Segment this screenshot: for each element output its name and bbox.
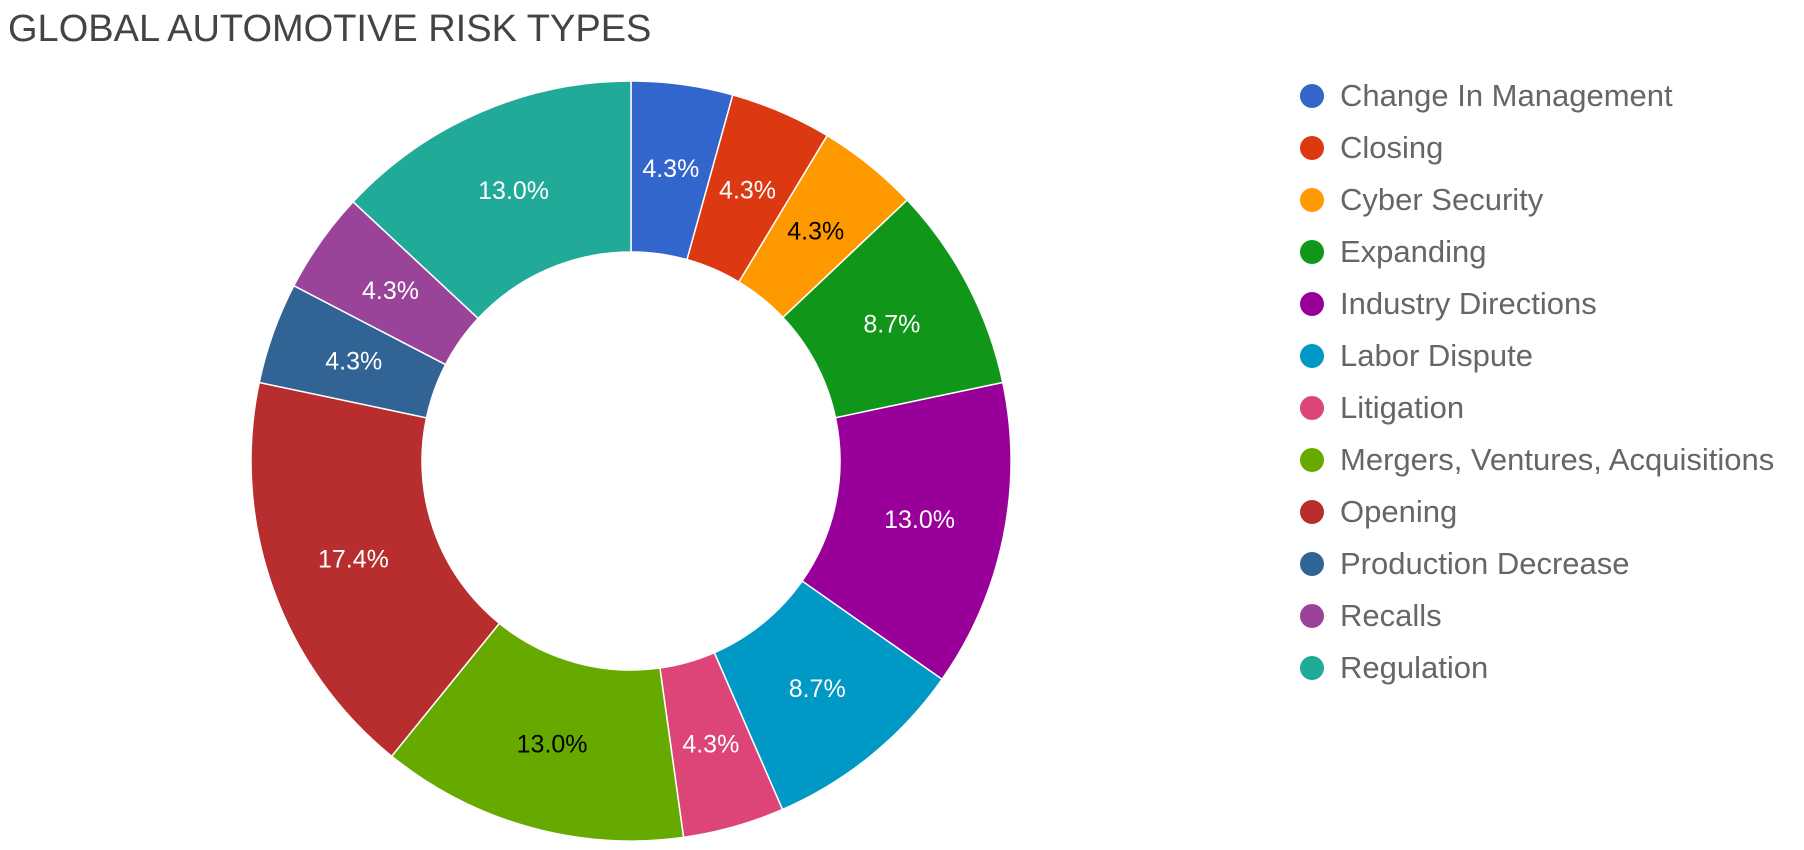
chart-title: GLOBAL AUTOMOTIVE RISK TYPES [8,8,652,50]
legend-label: Industry Directions [1340,286,1597,321]
slice-percent-label: 4.3% [719,177,776,205]
donut-slice-mergers-ventures-acquisitions[interactable] [390,622,685,842]
legend-item[interactable]: Industry Directions [1300,278,1774,330]
legend-swatch [1300,344,1324,368]
legend-label: Mergers, Ventures, Acquisitions [1340,442,1775,477]
legend-swatch [1300,240,1324,264]
legend-item[interactable]: Change In Management [1300,70,1774,122]
legend-swatch [1300,136,1324,160]
legend-item[interactable]: Cyber Security [1300,174,1774,226]
legend-item[interactable]: Litigation [1300,382,1774,434]
donut-slice-regulation[interactable] [352,80,632,320]
legend-item[interactable]: Labor Dispute [1300,330,1774,382]
slice-percent-label: 17.4% [318,545,389,573]
donut-slice-labels: 4.3% 4.3% 4.3% 8.7% 13.0% 8.7% 4.3% 13.0% 17.4% 4… [318,155,955,759]
donut-chart: 4.3% 4.3% 4.3% 8.7% 13.0% 8.7% 4.3% 13.0% 17.4% 4… [250,80,1012,842]
legend-label: Opening [1340,494,1458,529]
slice-percent-label: 4.3% [787,218,844,246]
legend-item[interactable]: Recalls [1300,590,1774,642]
slice-percent-label: 8.7% [789,675,846,703]
slice-percent-label: 13.0% [517,731,588,759]
legend-swatch [1300,396,1324,420]
legend-label: Cyber Security [1340,182,1544,217]
legend-item[interactable]: Opening [1300,486,1774,538]
legend-label: Production Decrease [1340,546,1630,581]
donut-slice-opening[interactable] [250,381,501,758]
legend: Change In Management Closing Cyber Securit… [1300,70,1774,694]
legend-swatch [1300,552,1324,576]
slice-percent-label: 4.3% [642,155,699,183]
legend-swatch [1300,500,1324,524]
legend-item[interactable]: Mergers, Ventures, Acquisitions [1300,434,1774,486]
donut-slice-industry-directions[interactable] [801,381,1012,681]
legend-label: Labor Dispute [1340,338,1534,373]
slice-percent-label: 4.3% [682,730,739,758]
legend-label: Change In Management [1340,78,1673,113]
legend-swatch [1300,656,1324,680]
legend-label: Litigation [1340,390,1465,425]
legend-swatch [1300,188,1324,212]
donut-slices [250,80,1012,842]
slice-percent-label: 8.7% [863,310,920,338]
legend-label: Expanding [1340,234,1487,269]
legend-item[interactable]: Closing [1300,122,1774,174]
legend-item[interactable]: Production Decrease [1300,538,1774,590]
legend-swatch [1300,292,1324,316]
legend-swatch [1300,604,1324,628]
legend-swatch [1300,84,1324,108]
legend-swatch [1300,448,1324,472]
legend-label: Recalls [1340,598,1442,633]
legend-label: Closing [1340,130,1444,165]
legend-item[interactable]: Expanding [1300,226,1774,278]
slice-percent-label: 13.0% [884,506,955,534]
slice-percent-label: 13.0% [478,177,549,205]
slice-percent-label: 4.3% [362,277,419,305]
slice-percent-label: 4.3% [325,348,382,376]
legend-item[interactable]: Regulation [1300,642,1774,694]
legend-label: Regulation [1340,650,1489,685]
